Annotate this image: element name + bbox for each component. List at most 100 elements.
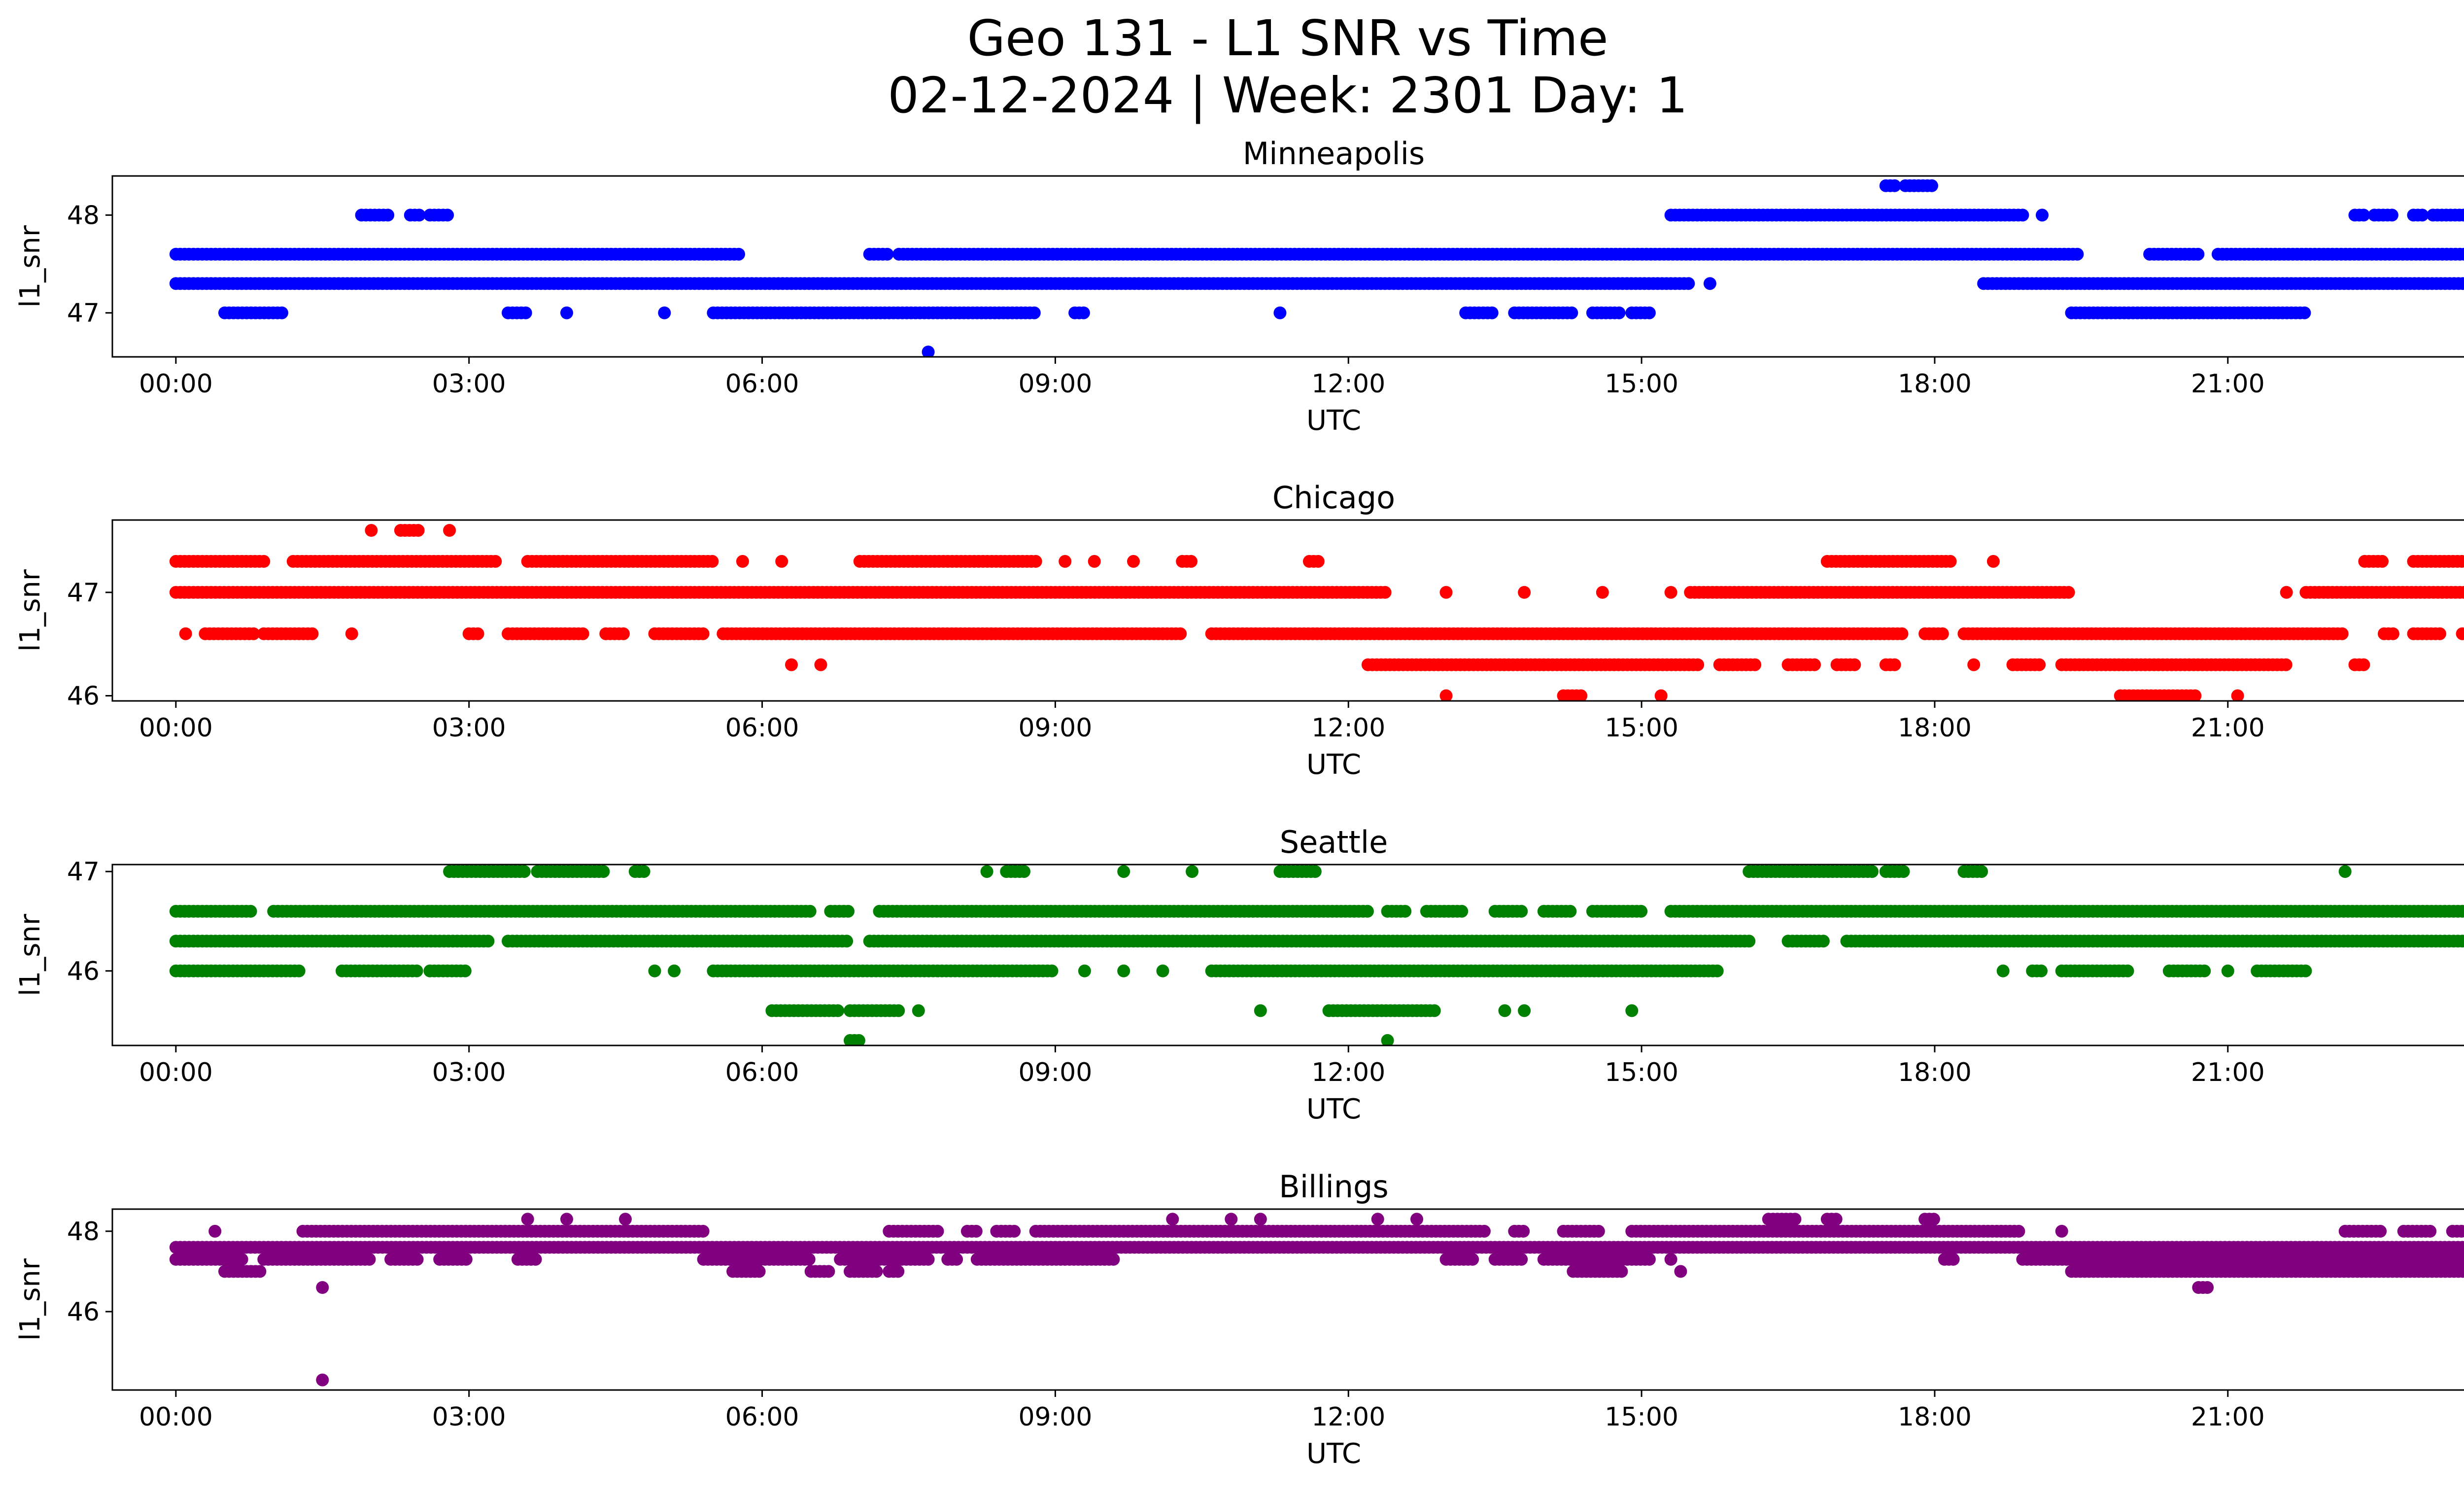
scatter-point — [2299, 964, 2312, 977]
scatter-point — [753, 1265, 766, 1278]
scatter-point — [2357, 658, 2370, 671]
scatter-point — [617, 627, 630, 640]
scatter-point — [2189, 689, 2202, 701]
scatter-point — [517, 865, 531, 878]
scatter-point — [381, 209, 395, 222]
y-tick-label: 47 — [67, 299, 100, 328]
scatter-point — [1986, 555, 2000, 568]
scatter-point — [1947, 1252, 1960, 1266]
scatter-point — [2198, 964, 2211, 977]
scatter-point — [1682, 277, 1695, 290]
scatter-point — [950, 1252, 963, 1266]
scatter-point — [1615, 1265, 1628, 1278]
scatter-point — [2462, 588, 2464, 597]
scatter-point — [2460, 555, 2464, 568]
scatter-point — [881, 247, 894, 261]
panel-title-seattle: Seattle — [1280, 824, 1388, 860]
scatter-point — [2433, 627, 2446, 640]
scatter-point — [785, 658, 798, 671]
scatter-point — [2062, 586, 2075, 599]
scatter-point — [1029, 555, 1042, 568]
scatter-point — [235, 1252, 248, 1266]
scatter-point — [1498, 1004, 1511, 1017]
scatter-point — [870, 1265, 883, 1278]
scatter-point — [2416, 209, 2429, 222]
scatter-point — [1439, 689, 1453, 701]
scatter-point — [179, 627, 192, 640]
scatter-point — [443, 524, 456, 537]
x-tick-label: 06:00 — [725, 1058, 799, 1087]
scatter-point — [1018, 865, 1030, 878]
scatter-point — [2191, 247, 2205, 261]
scatter-point — [1643, 1252, 1656, 1266]
x-tick-label: 00:00 — [139, 1058, 213, 1087]
scatter-point — [814, 658, 827, 671]
scatter-point — [1518, 586, 1531, 599]
x-tick-label: 00:00 — [139, 713, 213, 743]
scatter-point — [2458, 247, 2464, 261]
scatter-series-minneapolis — [169, 179, 2464, 357]
scatter-point — [363, 1252, 376, 1266]
scatter-point — [2335, 627, 2349, 640]
scatter-point — [736, 555, 749, 568]
x-tick-label: 21:00 — [2191, 369, 2265, 399]
scatter-point — [831, 1004, 845, 1017]
scatter-point — [257, 555, 271, 568]
scatter-point — [1936, 627, 1949, 640]
scatter-point — [2460, 627, 2464, 640]
scatter-point — [441, 209, 454, 222]
scatter-point — [2036, 209, 2049, 222]
scatter-point — [1439, 586, 1453, 599]
scatter-point — [1612, 306, 1626, 319]
x-tick-label: 09:00 — [1018, 1058, 1092, 1087]
scatter-point — [2357, 209, 2370, 222]
axes-frame-minneapolis — [111, 175, 2464, 358]
scatter-point — [1564, 904, 1577, 918]
scatter-point — [1596, 586, 1609, 599]
scatter-point — [1186, 865, 1198, 878]
scatter-point — [244, 904, 257, 918]
scatter-point — [1574, 689, 1588, 701]
x-axis-label: UTC — [1306, 1093, 1361, 1125]
scatter-point — [306, 627, 319, 640]
scatter-point — [1888, 658, 1901, 671]
scatter-point — [1866, 865, 1879, 878]
scatter-point — [1361, 904, 1374, 918]
scatter-point — [1944, 555, 1957, 568]
panel-title-minneapolis: Minneapolis — [1243, 136, 1425, 172]
x-tick-label: 12:00 — [1311, 1058, 1385, 1087]
scatter-point — [1996, 964, 2010, 977]
scatter-point — [345, 627, 358, 640]
scatter-point — [1895, 627, 1909, 640]
scatter-point — [2460, 905, 2464, 917]
x-tick-label: 18:00 — [1898, 1058, 1972, 1087]
scatter-point — [840, 935, 854, 948]
scatter-point — [1185, 555, 1198, 568]
x-tick-label: 15:00 — [1605, 713, 1678, 743]
scatter-point — [1378, 586, 1392, 599]
scatter-point — [529, 1252, 542, 1266]
scatter-point — [458, 964, 472, 977]
scatter-point — [410, 964, 423, 977]
y-tick-label: 46 — [67, 957, 100, 986]
scatter-point — [1565, 306, 1578, 319]
scatter-point — [1635, 904, 1648, 918]
scatter-point — [2231, 689, 2244, 701]
x-tick-label: 03:00 — [432, 369, 506, 399]
scatter-point — [912, 1004, 925, 1017]
scatter-point — [2338, 865, 2352, 878]
scatter-point — [275, 306, 288, 319]
scatter-point — [1515, 904, 1528, 918]
x-tick-label: 21:00 — [2191, 1058, 2265, 1087]
scatter-point — [1127, 555, 1140, 568]
y-tick-label: 46 — [67, 682, 100, 711]
scatter-point — [411, 524, 425, 537]
scatter-point — [1117, 865, 1130, 878]
scatter-point — [2221, 964, 2234, 977]
scatter-point — [2298, 306, 2311, 319]
y-axis-label: l1_snr — [14, 225, 46, 308]
scatter-point — [892, 1004, 905, 1017]
scatter-point — [1691, 658, 1705, 671]
